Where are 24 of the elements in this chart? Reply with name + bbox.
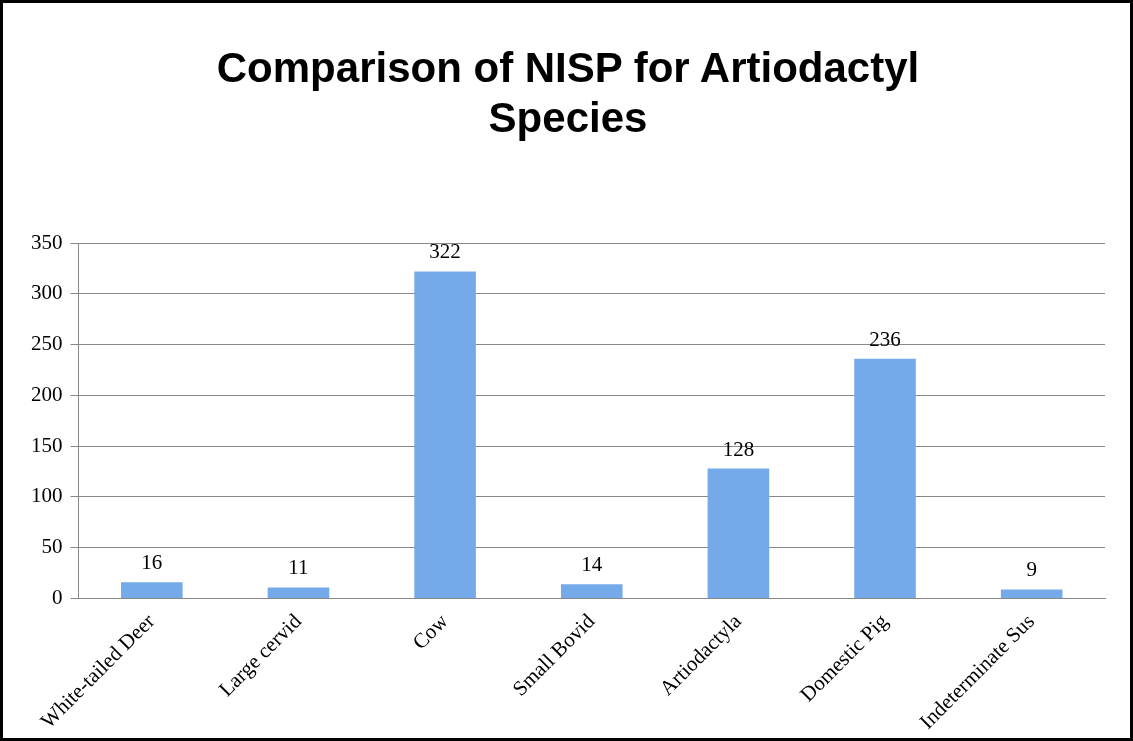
y-tick-label: 100 bbox=[31, 483, 63, 508]
data-label: 14 bbox=[581, 552, 603, 577]
y-tick-label: 350 bbox=[31, 229, 63, 254]
bar bbox=[1000, 589, 1063, 599]
bar bbox=[414, 271, 476, 599]
data-label: 128 bbox=[722, 436, 755, 461]
y-tick-label: 250 bbox=[31, 331, 63, 356]
data-label: 322 bbox=[429, 239, 461, 264]
y-tick-label: 50 bbox=[41, 534, 63, 559]
x-tick-label: Cow bbox=[407, 608, 454, 654]
bar bbox=[267, 587, 330, 599]
y-tick-label: 0 bbox=[52, 585, 63, 610]
y-tick-label: 200 bbox=[31, 381, 63, 406]
bar bbox=[560, 584, 623, 599]
data-label: 16 bbox=[141, 550, 163, 575]
y-tick-label: 300 bbox=[31, 280, 63, 305]
chart-title: Comparison of NISP for Artiodactyl Species bbox=[215, 43, 921, 143]
data-label: 11 bbox=[288, 555, 309, 580]
data-label: 9 bbox=[1026, 557, 1037, 582]
bar bbox=[707, 468, 770, 599]
bar bbox=[854, 358, 916, 599]
bar bbox=[121, 582, 183, 599]
y-tick-label: 150 bbox=[31, 432, 63, 457]
data-label: 236 bbox=[869, 326, 901, 351]
